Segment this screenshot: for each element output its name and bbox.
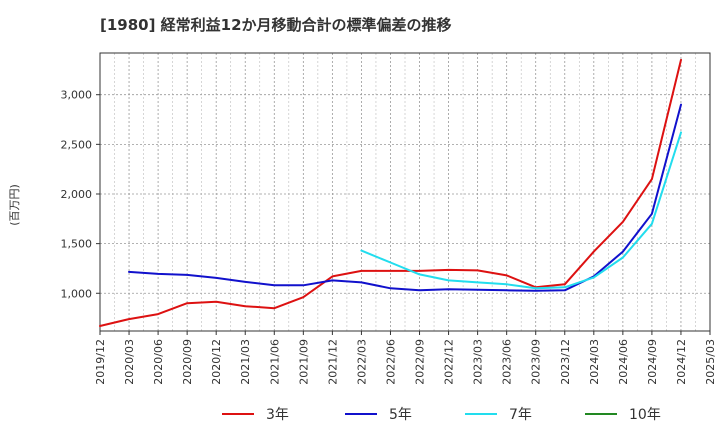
x-tick-label: 2024/12 (675, 339, 688, 385)
x-tick-label: 2022/12 (443, 339, 456, 385)
y-axis-label: (百万円) (8, 184, 21, 226)
legend-label: 3年 (266, 407, 289, 423)
x-tick-label: 2024/03 (588, 339, 601, 385)
grid-lines (100, 53, 710, 331)
x-axis: 2019/12 2020/03 2020/06 2020/09 2020/12 2021/… (94, 331, 717, 385)
x-tick-label: 2023/12 (559, 339, 572, 385)
legend-label: 10年 (629, 407, 661, 423)
legend-label: 7年 (509, 407, 532, 423)
x-tick-label: 2021/09 (297, 339, 310, 385)
x-tick-label: 2022/06 (384, 339, 397, 385)
legend: 3年 5年 7年 10年 (222, 407, 661, 423)
chart-title: [1980] 経常利益12か月移動合計の標準偏差の推移 (100, 16, 452, 34)
x-tick-label: 2022/09 (414, 339, 427, 385)
x-tick-label: 2021/06 (268, 339, 281, 385)
x-tick-label: 2023/06 (501, 339, 514, 385)
x-tick-label: 2019/12 (94, 339, 107, 385)
x-tick-label: 2022/03 (355, 339, 368, 385)
y-tick-label: 1,500 (61, 238, 93, 251)
series-line-7年 (360, 131, 682, 290)
x-tick-label: 2023/09 (530, 339, 543, 385)
x-tick-label: 2021/03 (239, 339, 252, 385)
x-tick-label: 2021/12 (326, 339, 339, 385)
y-tick-label: 2,000 (61, 188, 93, 201)
x-tick-label: 2020/06 (152, 339, 165, 385)
y-tick-label: 1,000 (61, 287, 93, 300)
plot-border (99, 52, 711, 332)
x-tick-label: 2025/03 (704, 339, 717, 385)
x-tick-label: 2020/09 (181, 339, 194, 385)
series-line-3年 (99, 58, 682, 327)
legend-label: 5年 (389, 407, 412, 423)
x-tick-label: 2024/06 (617, 339, 630, 385)
y-axis: 1,000 1,500 2,000 2,500 3,000 (61, 89, 100, 300)
x-tick-label: 2024/09 (646, 339, 659, 385)
x-tick-label: 2020/12 (210, 339, 223, 385)
x-tick-label: 2023/03 (472, 339, 485, 385)
series-lines (99, 58, 682, 327)
y-tick-label: 2,500 (61, 138, 93, 151)
y-tick-label: 3,000 (61, 89, 93, 102)
x-tick-label: 2020/03 (123, 339, 136, 385)
plot-area (99, 52, 711, 332)
